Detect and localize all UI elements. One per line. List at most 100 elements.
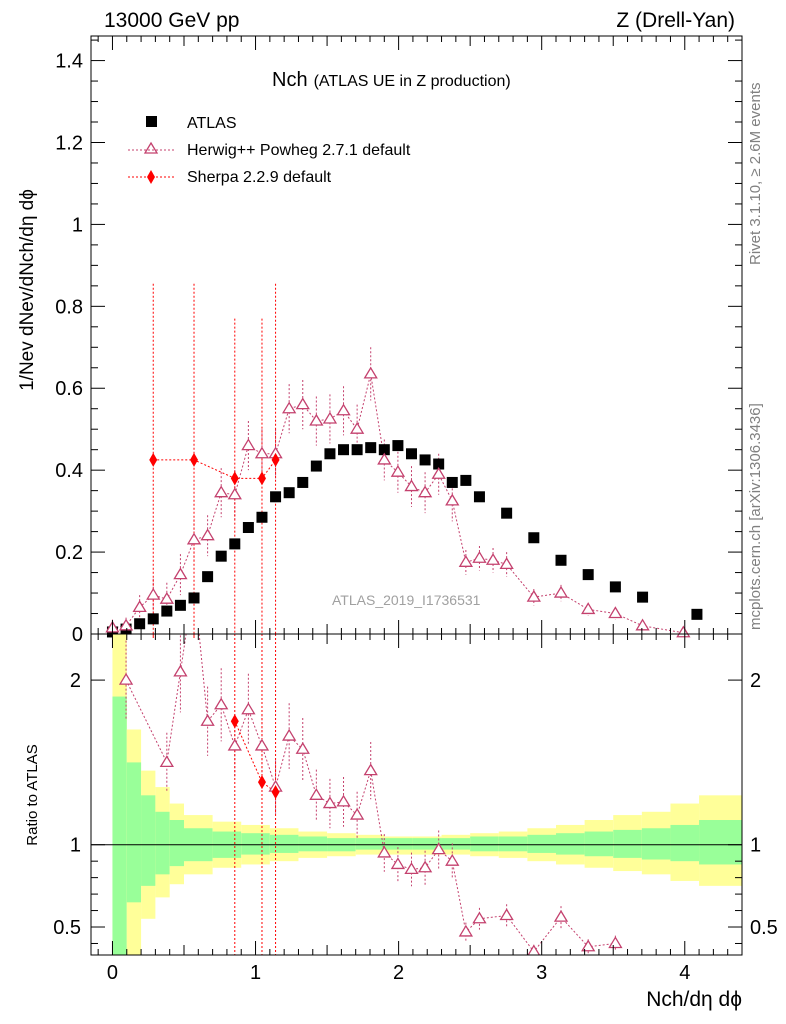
band-inner-bin [241, 833, 270, 855]
herwig-ratio-point [173, 664, 188, 677]
main-ylabel: 1/Nev dNev/dNch/dη dϕ [17, 189, 38, 391]
herwig-point [254, 446, 270, 459]
sherpa-ratio-line [234, 721, 276, 793]
ratio-ylabel: Ratio to ATLAS [24, 744, 41, 845]
herwig-point [118, 618, 134, 631]
herwig-point [417, 485, 433, 498]
herwig-point [214, 485, 229, 498]
band-inner-bin [169, 820, 184, 867]
herwig-point [431, 466, 446, 479]
rivet-label: Rivet 3.1.10, ≥ 2.6M events [747, 83, 764, 266]
herwig-point [458, 555, 474, 567]
herwig-ratio-point [417, 860, 433, 873]
atlas-point [147, 613, 159, 625]
herwig-point [173, 567, 188, 580]
ratio-bands [91, 634, 742, 955]
herwig-point [241, 438, 256, 451]
herwig-ratio-point [282, 728, 297, 741]
band-inner-bin [470, 836, 499, 852]
sherpa-ratio-point [257, 775, 266, 790]
sherpa-point [190, 452, 199, 467]
atlas-point [473, 491, 485, 503]
band-inner-bin [298, 836, 328, 852]
atlas-point [609, 581, 621, 593]
main-series [105, 283, 703, 638]
herwig-ratio-point [241, 702, 256, 715]
atlas-point [405, 448, 417, 460]
band-inner-bin [384, 838, 413, 850]
ratio-y-tick-label: 1 [70, 835, 81, 857]
herwig-ratio-point [295, 741, 310, 754]
herwig-ratio-point [608, 936, 623, 949]
herwig-point [336, 403, 351, 416]
legend-sherpa-label: Sherpa 2.2.9 default [187, 169, 332, 186]
herwig-ratio-point [336, 794, 351, 807]
band-inner-bin [269, 834, 299, 853]
band-inner-bin [670, 824, 700, 862]
mcplots-label: mcplots.cern.ch [arXiv:1306.3436] [747, 403, 764, 630]
ratio-y-tick-label: 2 [70, 670, 81, 692]
herwig-ratio-point [472, 911, 487, 924]
atlas-point [419, 454, 431, 466]
herwig-point [309, 413, 324, 426]
herwig-point [186, 532, 202, 545]
herwig-ratio-point [227, 738, 242, 751]
band-inner-bin [699, 820, 742, 865]
herwig-point [146, 587, 161, 600]
legend: ATLAS Herwig++ Powheg 2.7.1 default Sher… [128, 115, 411, 186]
sherpa-point [271, 452, 280, 467]
x-tick-label: 1 [250, 962, 261, 984]
atlas-point [256, 511, 268, 523]
legend-atlas-marker [146, 116, 157, 127]
band-inner-bin [613, 829, 642, 858]
atlas-point [161, 605, 173, 617]
herwig-point [390, 464, 406, 477]
atlas-point [202, 571, 214, 583]
herwig-point [526, 589, 541, 602]
herwig-ratio-point [553, 909, 569, 922]
atlas-point [528, 532, 540, 544]
y-tick-label: 0 [72, 624, 83, 646]
y-tick-label: 1 [72, 214, 83, 236]
herwig-ratio-point [349, 807, 365, 820]
herwig-ratio-point [322, 796, 338, 809]
herwig-point [445, 493, 460, 506]
herwig-ratio-point [309, 788, 324, 800]
herwig-ratio-point [458, 924, 474, 937]
herwig-ratio-point [363, 763, 378, 776]
y-tick-label: 0.6 [55, 378, 83, 400]
atlas-point [351, 444, 363, 456]
atlas-point [460, 474, 472, 486]
atlas-point [324, 448, 336, 460]
ratio-series [118, 634, 623, 955]
atlas-point [365, 442, 377, 454]
band-inner-bin [141, 795, 156, 886]
ratio-frame [90, 633, 743, 956]
atlas-point [297, 476, 309, 488]
atlas-point [310, 460, 322, 472]
band-inner-bin [556, 833, 585, 855]
atlas-point [242, 522, 254, 534]
herwig-line [112, 373, 684, 634]
sherpa-line [153, 459, 276, 479]
herwig-ratio-point [118, 672, 134, 685]
atlas-point [283, 487, 295, 499]
atlas-point [446, 476, 458, 488]
herwig-point [200, 528, 215, 541]
legend-sherpa-marker [147, 170, 155, 184]
plot-title: Nch (ATLAS UE in Z production) [272, 69, 511, 91]
header-left: 13000 GeV pp [104, 9, 239, 32]
band-inner-bin [112, 696, 127, 955]
herwig-ratio-point [527, 944, 541, 955]
herwig-ratio-point [390, 857, 406, 870]
atlas-point [215, 550, 227, 562]
herwig-point [485, 553, 501, 565]
y-tick-label: 0.8 [55, 296, 83, 318]
x-tick-label: 0 [107, 962, 118, 984]
atlas-point [433, 458, 445, 470]
band-inner-bin [584, 831, 614, 857]
x-tick-label: 3 [536, 962, 547, 984]
band-inner-bin [527, 834, 556, 853]
y-tick-label: 0.2 [55, 542, 83, 564]
